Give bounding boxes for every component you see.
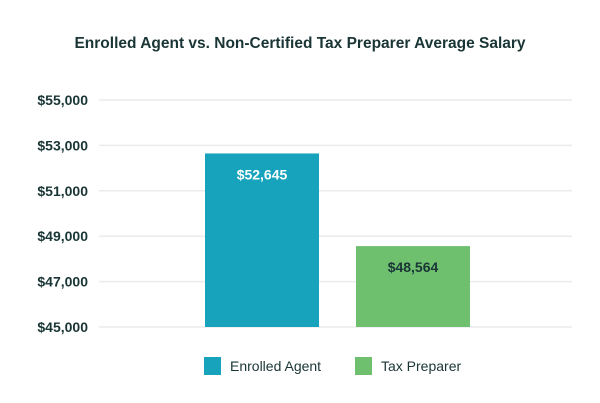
legend-swatch — [355, 357, 372, 375]
bar-enrolled-agent — [205, 153, 319, 327]
legend-label: Enrolled Agent — [230, 358, 321, 374]
y-tick-label: $51,000 — [37, 183, 88, 199]
y-tick-label: $47,000 — [37, 274, 88, 290]
legend-swatch — [204, 357, 221, 375]
legend-label: Tax Preparer — [381, 358, 461, 374]
legend-item: Tax Preparer — [355, 357, 461, 375]
y-tick-label: $55,000 — [37, 92, 88, 108]
y-tick-label: $53,000 — [37, 137, 88, 153]
y-tick-label: $45,000 — [37, 319, 88, 335]
chart-title: Enrolled Agent vs. Non-Certified Tax Pre… — [74, 35, 525, 52]
bar-tax-preparer — [356, 246, 470, 327]
data-label: $48,564 — [388, 259, 439, 275]
data-label: $52,645 — [237, 166, 288, 182]
y-tick-label: $49,000 — [37, 228, 88, 244]
legend-item: Enrolled Agent — [204, 357, 321, 375]
